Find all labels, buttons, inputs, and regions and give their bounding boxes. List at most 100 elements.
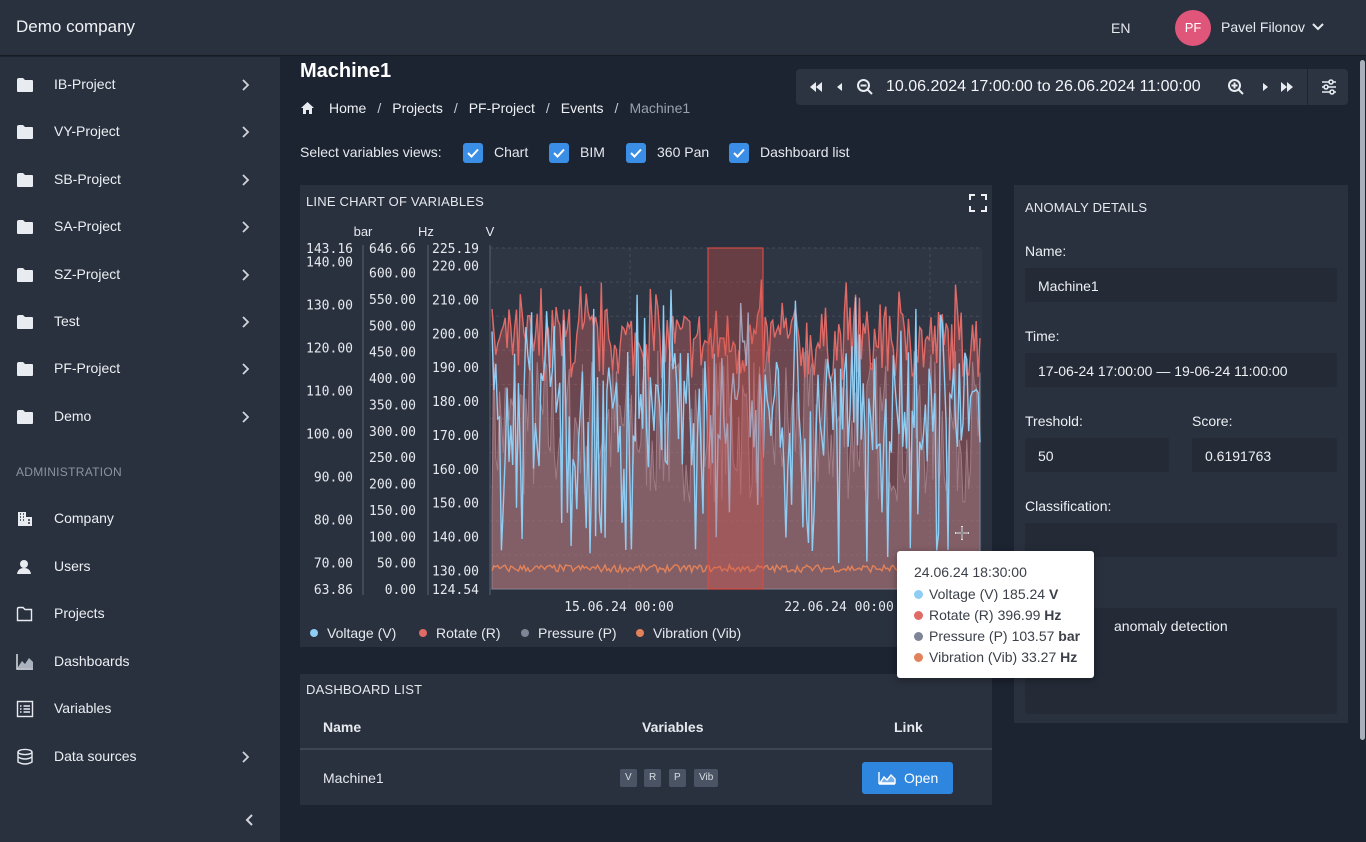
row-name: Machine1 bbox=[323, 770, 384, 786]
language-selector[interactable]: EN bbox=[1111, 20, 1131, 36]
y-tick-label: 140.00 bbox=[306, 256, 353, 271]
sidebar-item-ib-project[interactable]: IB-Project bbox=[0, 65, 280, 105]
step-forward-icon[interactable] bbox=[1257, 79, 1273, 95]
chart-panel-title: LINE CHART OF VARIABLES bbox=[306, 194, 484, 209]
views-label: Select variables views: bbox=[300, 144, 442, 160]
checkbox-chart[interactable] bbox=[463, 143, 483, 163]
breadcrumb-separator: / bbox=[377, 100, 382, 116]
zoom-out-icon[interactable] bbox=[856, 78, 874, 96]
y-tick-label: 100.00 bbox=[306, 428, 353, 443]
column-header-link[interactable]: Link bbox=[894, 719, 923, 735]
sidebar-item-users[interactable]: Users bbox=[0, 547, 280, 587]
breadcrumb-projects[interactable]: Projects bbox=[392, 100, 443, 116]
tooltip-row: Vibration (Vib) 33.27 Hz bbox=[914, 649, 1077, 665]
time-range-text[interactable]: 10.06.2024 17:00:00 to 26.06.2024 11:00:… bbox=[886, 78, 1201, 95]
sidebar-item-sb-project[interactable]: SB-Project bbox=[0, 160, 280, 200]
open-dashboard-button[interactable]: Open bbox=[862, 762, 953, 794]
page-scrollbar[interactable] bbox=[1360, 60, 1365, 740]
checkbox-bim[interactable] bbox=[549, 143, 569, 163]
sidebar-item-sa-project[interactable]: SA-Project bbox=[0, 207, 280, 247]
y-tick-label: 225.19 bbox=[432, 242, 479, 257]
sidebar-item-company[interactable]: Company bbox=[0, 499, 280, 539]
name-field[interactable]: Machine1 bbox=[1025, 268, 1337, 302]
avatar[interactable]: PF bbox=[1175, 10, 1211, 46]
settings-sliders-icon[interactable] bbox=[1320, 78, 1338, 96]
folder-outline-icon bbox=[16, 606, 33, 622]
y-tick-label: 400.00 bbox=[369, 372, 416, 387]
sidebar-item-projects[interactable]: Projects bbox=[0, 594, 280, 634]
variable-badge: Vib bbox=[694, 769, 719, 787]
check-icon bbox=[467, 148, 479, 158]
breadcrumb-home[interactable]: Home bbox=[329, 100, 367, 116]
chevron-down-icon[interactable] bbox=[1310, 18, 1326, 34]
legend-label: Vibration (Vib) bbox=[653, 625, 742, 641]
fast-backward-icon[interactable] bbox=[808, 79, 824, 95]
fast-forward-icon[interactable] bbox=[1279, 79, 1295, 95]
legend-dot bbox=[310, 629, 318, 637]
sidebar-item-label: Company bbox=[54, 510, 114, 526]
y-tick-label: 646.66 bbox=[369, 242, 416, 257]
legend-label: Voltage (V) bbox=[327, 625, 397, 641]
legend-dot bbox=[419, 629, 427, 637]
tooltip-series-name: Rotate (R) bbox=[929, 607, 994, 623]
legend-dot bbox=[521, 629, 529, 637]
line-chart[interactable]: 143.16140.00130.00120.00110.00100.0090.0… bbox=[300, 185, 992, 625]
tooltip-value: 103.57 bbox=[1011, 628, 1055, 644]
legend-item[interactable]: Rotate (R) bbox=[419, 625, 501, 641]
crosshair-cursor-icon bbox=[955, 526, 969, 540]
time-field[interactable]: 17-06-24 17:00:00 — 19-06-24 11:00:00 bbox=[1025, 353, 1337, 387]
column-header-variables[interactable]: Variables bbox=[642, 719, 704, 735]
sidebar-item-test[interactable]: Test bbox=[0, 302, 280, 342]
breadcrumb-separator: / bbox=[545, 100, 550, 116]
checkbox-label-chart[interactable]: Chart bbox=[494, 144, 529, 160]
fullscreen-icon[interactable] bbox=[968, 193, 988, 213]
tooltip-row: Rotate (R) 396.99 Hz bbox=[914, 607, 1061, 623]
legend-item[interactable]: Voltage (V) bbox=[310, 625, 396, 641]
sidebar-item-label: Projects bbox=[54, 605, 105, 621]
user-name[interactable]: Pavel Filonov bbox=[1221, 19, 1306, 35]
top-bar: Demo company EN PF Pavel Filonov bbox=[0, 0, 1366, 56]
zoom-in-icon[interactable] bbox=[1227, 78, 1245, 96]
score-field[interactable]: 0.6191763 bbox=[1192, 438, 1337, 472]
tooltip-unit: Hz bbox=[1044, 607, 1062, 623]
step-backward-icon[interactable] bbox=[832, 79, 848, 95]
tooltip-dot bbox=[914, 611, 923, 620]
x-tick-label: 22.06.24 00:00 bbox=[784, 600, 894, 615]
area-chart-icon bbox=[878, 772, 896, 785]
sidebar: IB-Project VY-Project SB-Project SA-Project… bbox=[0, 57, 280, 842]
checkbox-dashboard-list[interactable] bbox=[729, 143, 749, 163]
sidebar-item-label: SA-Project bbox=[54, 218, 121, 235]
sidebar-item-data-sources[interactable]: Data sources bbox=[0, 737, 280, 777]
checkbox-label-bim[interactable]: BIM bbox=[580, 144, 605, 160]
sidebar-item-vy-project[interactable]: VY-Project bbox=[0, 112, 280, 152]
y-tick-label: 170.00 bbox=[432, 429, 479, 444]
sidebar-item-label: PF-Project bbox=[54, 360, 121, 377]
y-tick-label: 350.00 bbox=[369, 398, 416, 413]
sidebar-item-pf-project[interactable]: PF-Project bbox=[0, 349, 280, 389]
building-icon bbox=[18, 512, 32, 526]
sidebar-item-sz-project[interactable]: SZ-Project bbox=[0, 255, 280, 295]
sidebar-item-label: Demo bbox=[54, 407, 92, 424]
checkbox-label-360-pan[interactable]: 360 Pan bbox=[657, 144, 710, 160]
sidebar-item-demo[interactable]: Demo bbox=[0, 397, 280, 437]
y-tick-label: 150.00 bbox=[369, 504, 416, 519]
home-icon[interactable] bbox=[300, 101, 315, 115]
checkbox-360-pan[interactable] bbox=[626, 143, 646, 163]
y-tick-label: 110.00 bbox=[306, 385, 353, 400]
column-header-name[interactable]: Name bbox=[323, 719, 362, 735]
company-name[interactable]: Demo company bbox=[16, 17, 136, 36]
sidebar-item-dashboards[interactable]: Dashboards bbox=[0, 642, 280, 682]
sidebar-item-label: Dashboards bbox=[54, 653, 130, 669]
y-tick-label: 180.00 bbox=[432, 395, 479, 410]
tooltip-dot bbox=[914, 590, 923, 599]
legend-item[interactable]: Vibration (Vib) bbox=[636, 625, 741, 641]
variable-badge: R bbox=[644, 769, 662, 787]
variable-badge: P bbox=[669, 769, 686, 787]
threshold-field[interactable]: 50 bbox=[1025, 438, 1169, 472]
collapse-sidebar-icon[interactable] bbox=[242, 812, 258, 828]
breadcrumb-project[interactable]: PF-Project bbox=[468, 100, 535, 116]
sidebar-item-variables[interactable]: Variables bbox=[0, 689, 280, 729]
breadcrumb-events[interactable]: Events bbox=[560, 100, 604, 116]
legend-item[interactable]: Pressure (P) bbox=[521, 625, 617, 641]
checkbox-label-dashboard-list[interactable]: Dashboard list bbox=[760, 144, 850, 160]
